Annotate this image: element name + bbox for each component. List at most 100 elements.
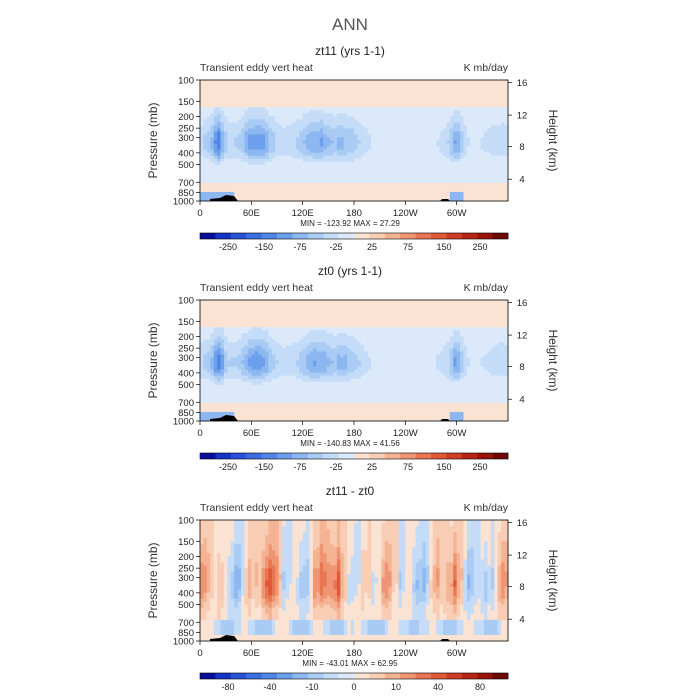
- field-cell: [425, 137, 430, 141]
- field-cell: [265, 119, 269, 123]
- field-cell: [223, 396, 228, 401]
- field-cell: [282, 137, 286, 141]
- field-cell: [316, 128, 321, 132]
- field-cell: [364, 128, 369, 132]
- field-cell: [275, 414, 280, 419]
- colorbar-frame: [199, 232, 509, 240]
- field-cell: [200, 393, 204, 398]
- field-cell: [487, 152, 492, 157]
- field-cell: [251, 131, 256, 135]
- field-cell: [487, 185, 492, 190]
- field-cell: [374, 80, 379, 84]
- field-cell: [292, 414, 297, 419]
- field-cell: [340, 134, 345, 138]
- field-cell: [288, 128, 293, 132]
- field-cell: [398, 167, 403, 172]
- field-cell: [206, 393, 211, 398]
- field-cell: [432, 116, 437, 120]
- field-cell: [223, 164, 228, 169]
- field-cell: [408, 191, 413, 196]
- field-cell: [230, 342, 235, 346]
- field-cell: [487, 173, 492, 178]
- field-cell: [336, 116, 341, 120]
- field-cell: [261, 300, 266, 304]
- field-cell: [247, 131, 252, 135]
- field-cell: [302, 348, 307, 352]
- field-cell: [251, 306, 256, 310]
- field-cell: [288, 176, 293, 181]
- field-cell: [357, 167, 362, 172]
- field-cell: [480, 107, 485, 111]
- field-cell: [306, 80, 310, 84]
- field-cell: [295, 417, 300, 422]
- field-cell: [405, 137, 410, 141]
- field-cell: [299, 378, 304, 383]
- field-cell: [247, 312, 252, 316]
- field-cell: [258, 128, 262, 132]
- field-cell: [237, 110, 242, 114]
- field-cell: [258, 318, 262, 322]
- field-cell: [206, 83, 211, 87]
- field-cell: [234, 396, 239, 401]
- field-cell: [241, 128, 245, 132]
- field-cell: [258, 414, 262, 419]
- field-cell: [422, 191, 427, 196]
- field-cell: [449, 92, 454, 96]
- field-cell: [261, 92, 266, 96]
- field-cell: [220, 122, 225, 126]
- field-cell: [282, 300, 286, 304]
- field-cell: [203, 110, 208, 114]
- field-cell: [213, 89, 218, 93]
- field-cell: [200, 92, 204, 96]
- field-cell: [490, 89, 495, 93]
- field-cell: [480, 167, 485, 172]
- height-tick-label: 8: [519, 142, 524, 153]
- field-cell: [316, 113, 321, 117]
- field-cell: [429, 104, 434, 108]
- field-cell: [254, 191, 259, 196]
- field-cell: [230, 86, 235, 90]
- field-cell: [295, 312, 300, 316]
- field-cell: [241, 179, 245, 184]
- field-cell: [442, 188, 447, 193]
- field-cell: [398, 125, 403, 129]
- field-cell: [405, 128, 410, 132]
- field-cell: [388, 116, 393, 120]
- field-cell: [258, 173, 262, 178]
- field-cell: [494, 173, 499, 178]
- field-cell: [282, 152, 286, 157]
- field-cell: [203, 342, 208, 346]
- field-cell: [333, 83, 338, 87]
- field-cell: [422, 86, 427, 90]
- field-cell: [374, 137, 379, 141]
- field-cell: [401, 146, 406, 150]
- field-cell: [278, 80, 283, 84]
- field-cell: [364, 104, 369, 108]
- field-cell: [429, 161, 434, 166]
- field-cell: [463, 194, 468, 199]
- field-cell: [278, 155, 283, 160]
- field-cell: [480, 98, 485, 102]
- field-cell: [449, 104, 454, 108]
- field-cell: [336, 86, 341, 90]
- field-cell: [247, 345, 252, 349]
- field-cell: [473, 86, 478, 90]
- field-cell: [206, 387, 211, 392]
- field-cell: [415, 125, 420, 129]
- field-cell: [230, 348, 235, 352]
- field-cell: [234, 357, 239, 361]
- field-cell: [285, 170, 290, 175]
- field-cell: [206, 164, 211, 169]
- field-cell: [268, 113, 273, 117]
- field-cell: [312, 185, 317, 190]
- field-cell: [261, 396, 266, 401]
- field-cell: [395, 113, 399, 117]
- field-cell: [336, 128, 341, 132]
- field-cell: [227, 98, 232, 102]
- field-cell: [388, 107, 393, 111]
- field-cell: [261, 101, 266, 105]
- field-cell: [504, 164, 509, 169]
- field-cell: [223, 390, 228, 395]
- colorbar-swatch: [384, 233, 401, 239]
- field-cell: [381, 164, 386, 169]
